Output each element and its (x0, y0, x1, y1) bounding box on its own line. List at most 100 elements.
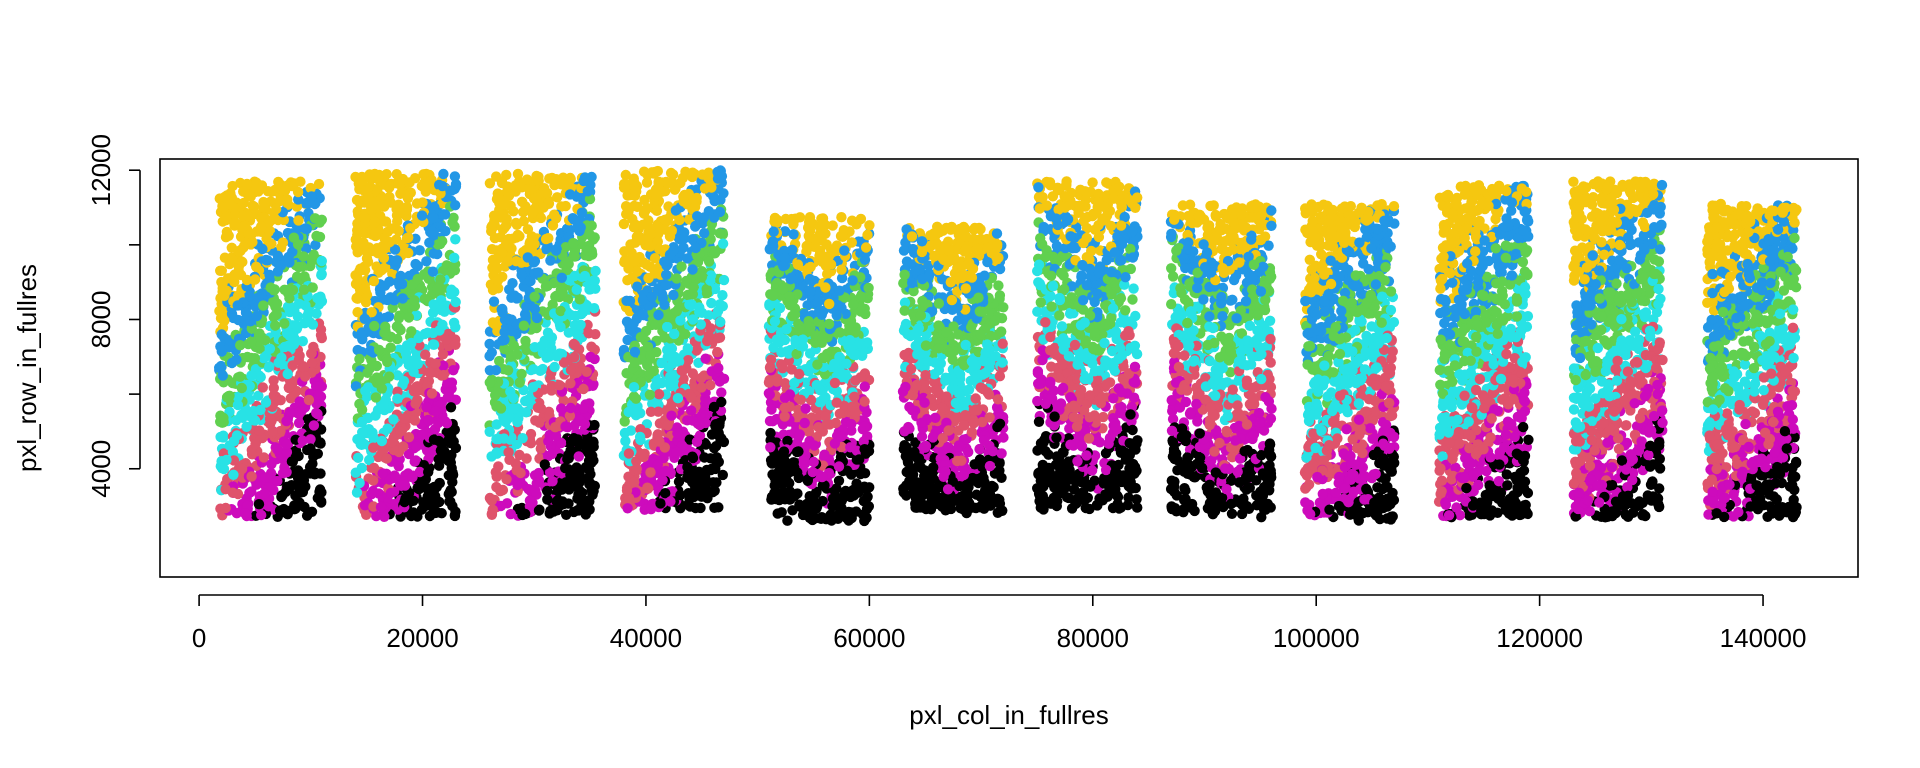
data-point (270, 204, 282, 215)
data-point (836, 212, 847, 223)
data-point (807, 466, 818, 478)
data-point (517, 509, 528, 521)
data-point (511, 293, 522, 304)
data-point (801, 240, 812, 252)
data-point (258, 353, 269, 364)
data-point (244, 290, 255, 302)
data-point (817, 394, 829, 405)
data-point (487, 317, 499, 328)
data-point (489, 232, 501, 244)
data-point (847, 275, 858, 286)
data-point (450, 200, 461, 211)
data-point (357, 427, 368, 438)
data-point (664, 231, 676, 242)
data-point (298, 362, 310, 373)
data-point (263, 501, 274, 512)
data-point (298, 251, 309, 262)
data-point (293, 465, 304, 476)
data-point (665, 167, 677, 179)
data-point (440, 225, 451, 237)
data-point (316, 255, 327, 267)
data-point (278, 503, 289, 515)
data-point (834, 285, 845, 296)
data-point (516, 196, 528, 207)
data-point (284, 407, 296, 418)
data-point (662, 420, 673, 431)
data-point (218, 412, 229, 424)
data-point (671, 446, 682, 458)
data-point (529, 303, 541, 315)
data-point (392, 216, 403, 227)
data-point (406, 337, 417, 349)
data-point (653, 389, 665, 400)
data-point (521, 453, 532, 464)
data-point (845, 346, 856, 357)
data-point (417, 429, 428, 440)
data-point (794, 429, 805, 440)
data-point (645, 228, 656, 240)
data-point (403, 312, 415, 323)
data-point (656, 357, 667, 369)
data-point (496, 177, 508, 189)
data-point (301, 510, 313, 521)
data-point (286, 456, 298, 467)
data-point (805, 322, 816, 333)
data-point (368, 275, 380, 287)
data-point (816, 309, 827, 320)
data-point (394, 207, 405, 218)
data-point (409, 415, 421, 426)
data-point (543, 233, 554, 244)
data-point (529, 342, 540, 353)
data-point (258, 202, 269, 213)
data-point (794, 324, 805, 336)
data-point (377, 468, 388, 479)
data-point (786, 272, 797, 284)
data-point (676, 365, 687, 376)
data-point (229, 209, 241, 221)
data-point (504, 454, 515, 465)
data-point (399, 479, 410, 491)
data-point (445, 427, 456, 439)
data-point (281, 415, 292, 427)
data-point (694, 419, 705, 431)
data-point (558, 179, 569, 190)
data-point (253, 499, 265, 510)
data-point (963, 446, 974, 458)
data-point (557, 496, 568, 507)
data-point (247, 237, 258, 248)
data-point (379, 233, 390, 244)
data-point (291, 271, 303, 282)
data-point (772, 508, 783, 519)
data-point (690, 221, 701, 232)
data-point (817, 471, 828, 482)
data-point (359, 212, 370, 223)
data-point (628, 318, 639, 329)
data-point (506, 243, 517, 254)
data-point (542, 485, 553, 497)
data-point (395, 426, 406, 437)
data-point (354, 398, 365, 410)
data-point (651, 205, 663, 216)
data-point (831, 310, 842, 321)
data-point (373, 344, 385, 356)
data-point (637, 308, 648, 320)
data-point (447, 500, 458, 512)
data-point (717, 238, 729, 249)
data-point (712, 346, 723, 358)
data-point (778, 260, 789, 272)
data-point (367, 427, 378, 438)
data-point (421, 402, 432, 413)
data-point (406, 326, 417, 337)
data-point (384, 180, 395, 192)
data-point (412, 482, 423, 494)
data-point (372, 174, 384, 185)
data-point (232, 300, 243, 311)
data-point (449, 509, 461, 521)
data-point (301, 243, 312, 254)
data-point (779, 392, 791, 404)
data-point (350, 467, 361, 478)
data-point (484, 365, 496, 376)
data-point (621, 485, 633, 496)
data-point (487, 284, 499, 296)
data-point (777, 468, 788, 479)
